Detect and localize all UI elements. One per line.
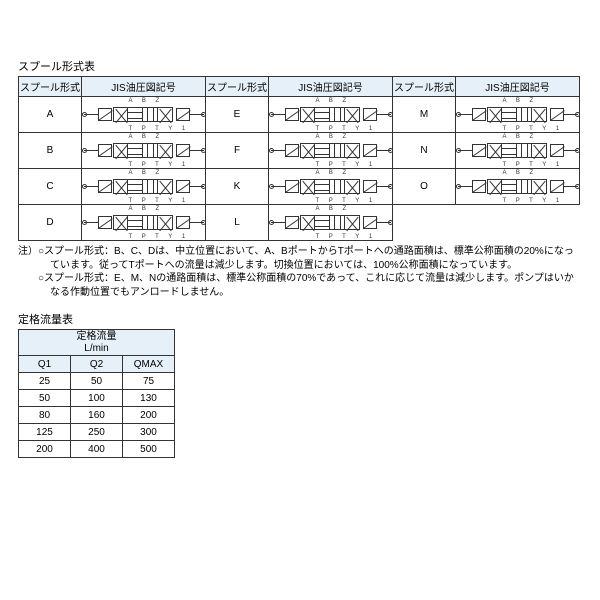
spool-symbol-cell: A B ZT P T Y 1 — [82, 169, 206, 205]
spool-symbol-cell: A B ZT P T Y 1 — [456, 169, 580, 205]
flow-cell: 130 — [123, 390, 175, 407]
hydraulic-symbol-icon: A B ZT P T Y 1 — [271, 171, 391, 203]
spool-symbol-cell: A B ZT P T Y 1 — [269, 97, 393, 133]
th-type: スプール形式 — [393, 77, 456, 97]
flow-col: QMAX — [123, 356, 175, 373]
hydraulic-symbol-icon: A B ZT P T Y 1 — [84, 207, 204, 239]
spool-type-cell: C — [19, 169, 82, 205]
spool-symbol-cell: A B ZT P T Y 1 — [456, 133, 580, 169]
flow-section: 定格流量表 定格流量L/min Q1 Q2 QMAX 2550755010013… — [18, 311, 582, 458]
hydraulic-symbol-icon: A B ZT P T Y 1 — [84, 171, 204, 203]
spool-type-cell: N — [393, 133, 456, 169]
spool-type-cell: A — [19, 97, 82, 133]
spool-symbol-cell: A B ZT P T Y 1 — [269, 205, 393, 241]
th-sym: JIS油圧図記号 — [269, 77, 393, 97]
flow-title: 定格流量表 — [18, 311, 582, 327]
notes-block: 注）○スプール形式：B、C、Dは、中立位置において、A、BポートからTポートへの… — [18, 245, 582, 299]
spool-type-cell: B — [19, 133, 82, 169]
spool-type-cell: M — [393, 97, 456, 133]
spool-table: スプール形式 JIS油圧図記号 スプール形式 JIS油圧図記号 スプール形式 J… — [18, 76, 580, 241]
spool-type-cell: F — [206, 133, 269, 169]
flow-col: Q2 — [71, 356, 123, 373]
flow-col: Q1 — [19, 356, 71, 373]
hydraulic-symbol-icon: A B ZT P T Y 1 — [271, 135, 391, 167]
spool-type-cell: L — [206, 205, 269, 241]
flow-cell: 400 — [71, 441, 123, 458]
flow-cell: 160 — [71, 407, 123, 424]
note-line: ○スプール形式：E、M、Nの通路面積は、標準公称面積の70%であって、これに応じ… — [18, 272, 582, 299]
spool-symbol-cell: A B ZT P T Y 1 — [269, 133, 393, 169]
flow-cell: 75 — [123, 373, 175, 390]
spool-symbol-cell: A B ZT P T Y 1 — [456, 97, 580, 133]
flow-cell: 125 — [19, 424, 71, 441]
spool-type-cell: E — [206, 97, 269, 133]
flow-cell: 50 — [71, 373, 123, 390]
spool-type-cell: K — [206, 169, 269, 205]
flow-cell: 50 — [19, 390, 71, 407]
hydraulic-symbol-icon: A B ZT P T Y 1 — [271, 207, 391, 239]
flow-cell: 250 — [71, 424, 123, 441]
flow-rate-header: 定格流量L/min — [19, 330, 175, 356]
hydraulic-symbol-icon: A B ZT P T Y 1 — [84, 135, 204, 167]
flow-cell: 200 — [123, 407, 175, 424]
th-type: スプール形式 — [206, 77, 269, 97]
spool-type-cell: D — [19, 205, 82, 241]
spool-section: スプール形式表 スプール形式 JIS油圧図記号 スプール形式 JIS油圧図記号 … — [18, 58, 582, 241]
hydraulic-symbol-icon: A B ZT P T Y 1 — [84, 99, 204, 131]
spool-title: スプール形式表 — [18, 58, 582, 74]
spool-type-cell: O — [393, 169, 456, 205]
spool-symbol-cell: A B ZT P T Y 1 — [269, 169, 393, 205]
flow-table: 定格流量L/min Q1 Q2 QMAX 2550755010013080160… — [18, 329, 175, 458]
th-sym: JIS油圧図記号 — [456, 77, 580, 97]
hydraulic-symbol-icon: A B ZT P T Y 1 — [271, 99, 391, 131]
flow-cell: 80 — [19, 407, 71, 424]
spool-symbol-cell: A B ZT P T Y 1 — [82, 97, 206, 133]
flow-cell: 500 — [123, 441, 175, 458]
th-sym: JIS油圧図記号 — [82, 77, 206, 97]
hydraulic-symbol-icon: A B ZT P T Y 1 — [458, 171, 578, 203]
flow-cell: 100 — [71, 390, 123, 407]
note-line: 注）○スプール形式：B、C、Dは、中立位置において、A、BポートからTポートへの… — [18, 245, 582, 272]
flow-cell: 200 — [19, 441, 71, 458]
spool-symbol-cell: A B ZT P T Y 1 — [82, 133, 206, 169]
flow-cell: 300 — [123, 424, 175, 441]
hydraulic-symbol-icon: A B ZT P T Y 1 — [458, 99, 578, 131]
hydraulic-symbol-icon: A B ZT P T Y 1 — [458, 135, 578, 167]
spool-symbol-cell: A B ZT P T Y 1 — [82, 205, 206, 241]
flow-cell: 25 — [19, 373, 71, 390]
th-type: スプール形式 — [19, 77, 82, 97]
